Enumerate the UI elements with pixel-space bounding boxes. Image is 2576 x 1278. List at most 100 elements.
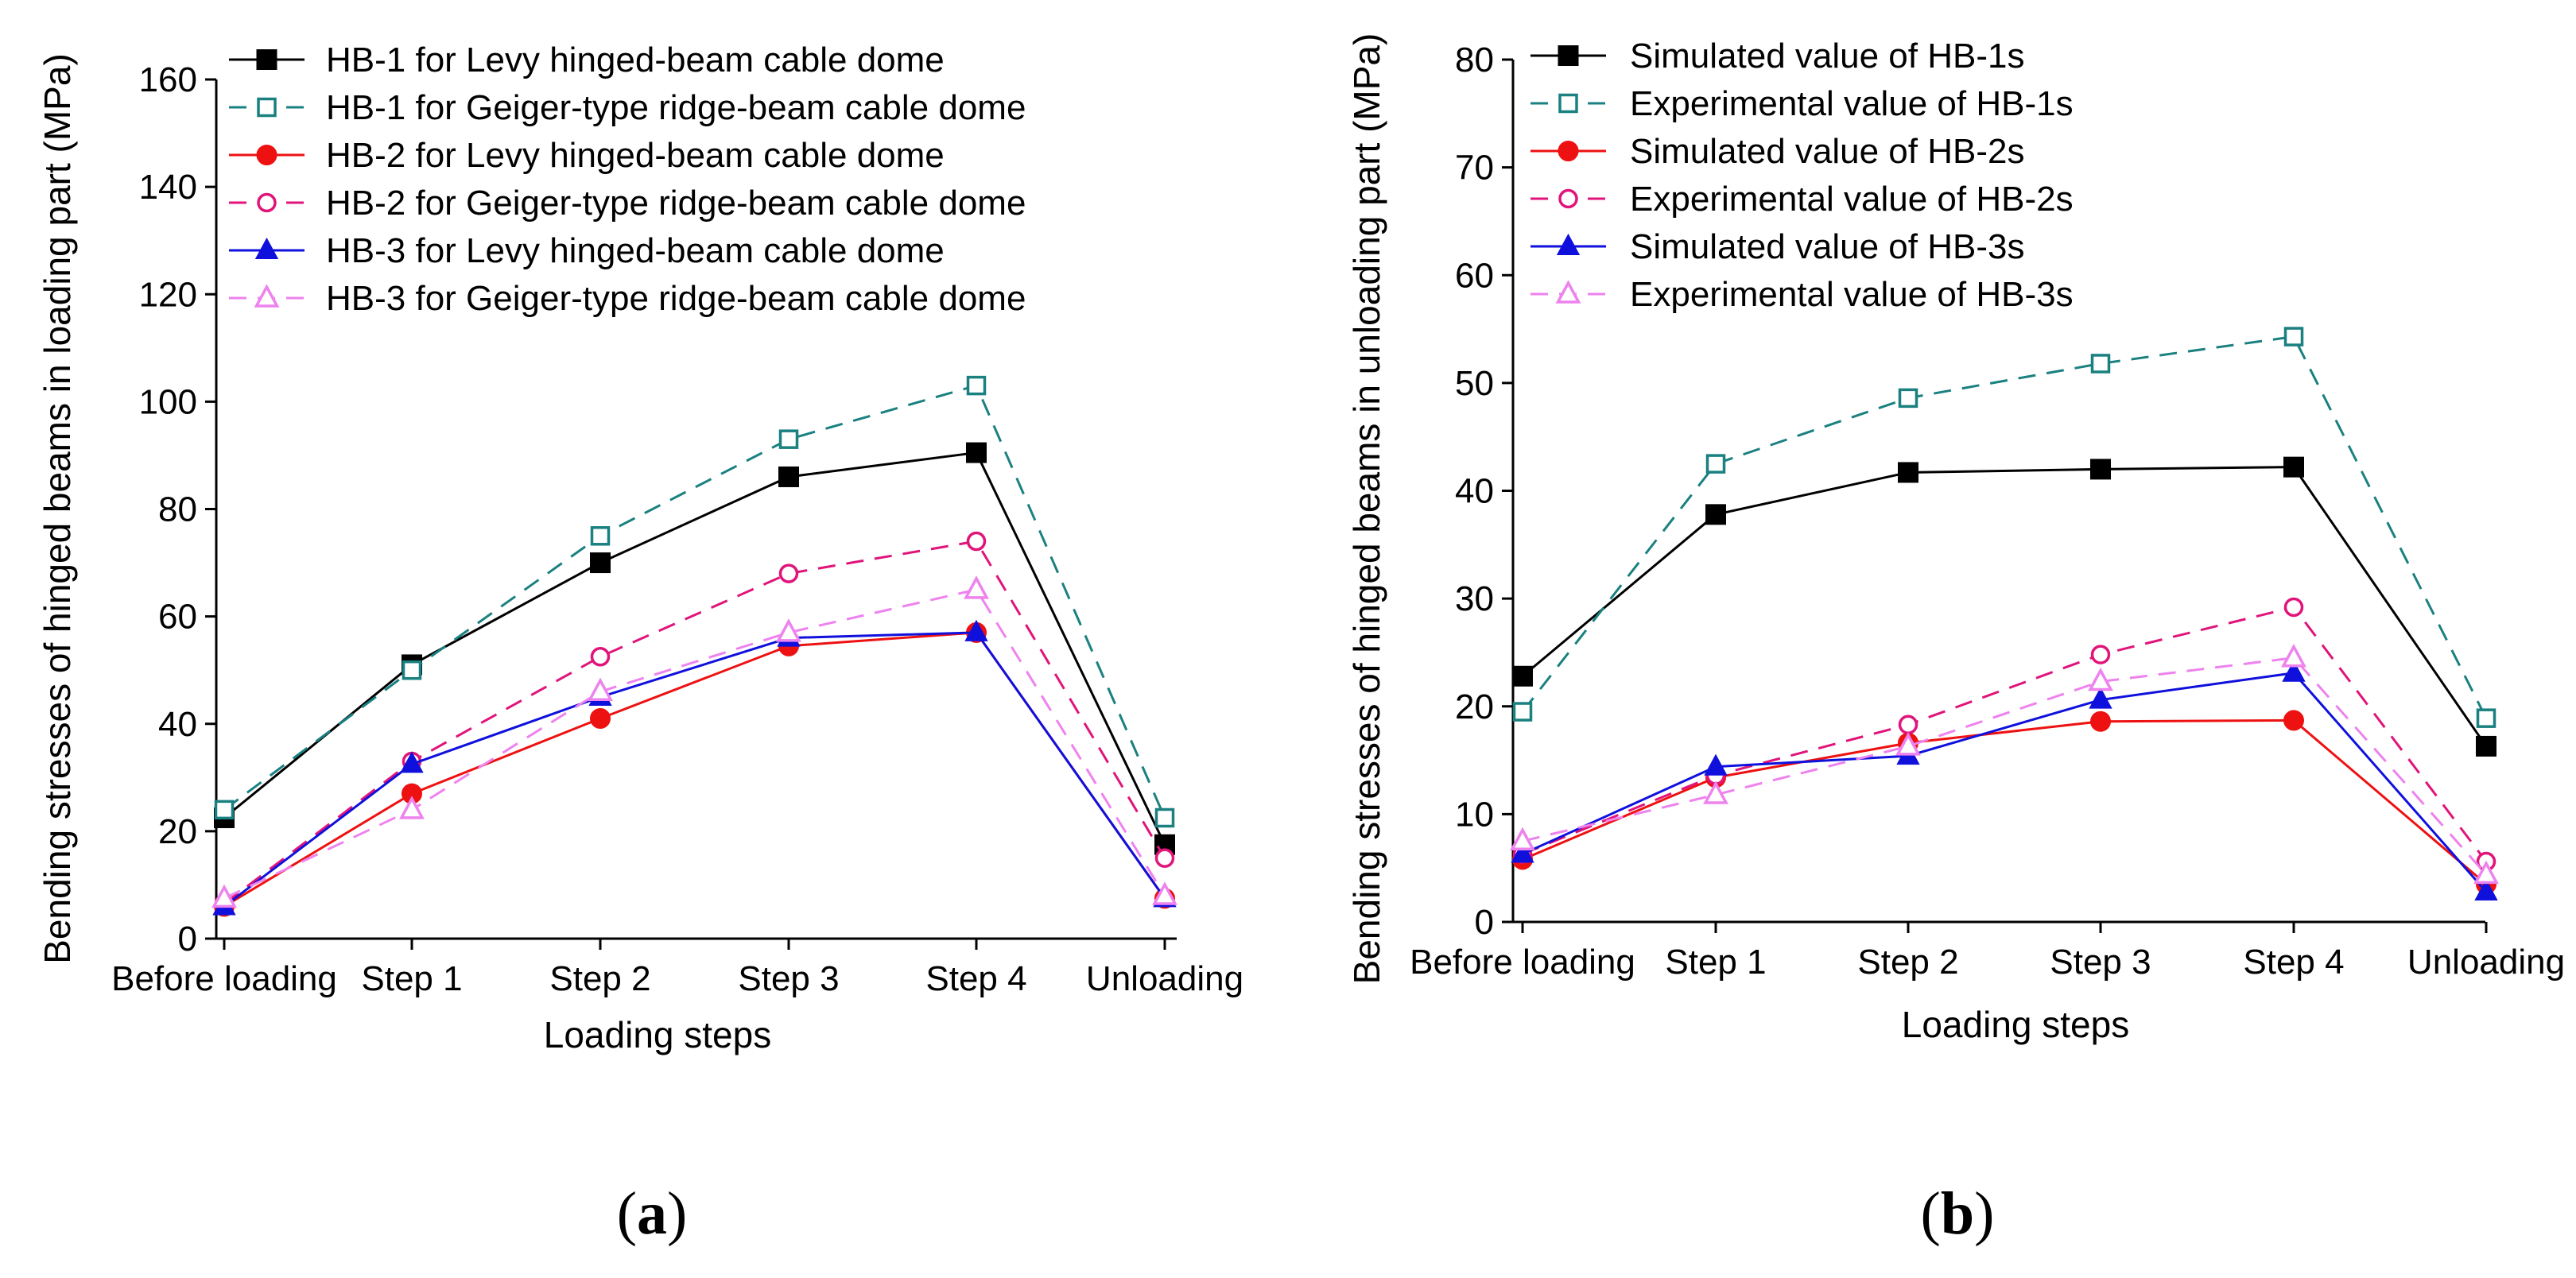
data-point-marker (2283, 456, 2304, 478)
data-point-marker (1705, 504, 1726, 525)
x-tick-label: Step 2 (549, 959, 650, 998)
legend: Simulated value of HB-1s Experimental val… (1530, 37, 2074, 314)
series-line (1522, 606, 2488, 862)
y-tick-label: 80 (1455, 41, 1494, 79)
data-point-marker (2090, 645, 2111, 664)
series-6 (211, 575, 1177, 908)
series-2 (214, 375, 1175, 828)
panel-a-chart: 0 20 40 60 80 100 120 140 160 Before loading Step … (37, 41, 1243, 1055)
data-point-marker (1152, 881, 1177, 905)
legend-marker (257, 97, 277, 118)
data-point-marker (776, 618, 801, 642)
series-line (223, 384, 1166, 819)
y-tick-label: 70 (1455, 149, 1494, 188)
series-line (1522, 656, 2488, 876)
legend-label: HB-1 for Levy hinged-beam cable dome (326, 41, 945, 79)
data-point-marker (214, 800, 235, 820)
panel-b-letter: b (1941, 1180, 1974, 1247)
data-point-marker (399, 796, 425, 819)
series-line (223, 631, 1166, 908)
legend-label: HB-3 for Geiger-type ridge-beam cable do… (326, 279, 1026, 318)
y-tick-label: 0 (178, 920, 197, 958)
data-point-marker (2283, 327, 2304, 347)
series-line (1521, 335, 2488, 719)
data-point-marker (2473, 860, 2499, 885)
data-point-marker (2089, 687, 2112, 709)
legend-marker (256, 49, 277, 70)
data-point-marker (590, 526, 611, 546)
y-tick-label: 80 (158, 490, 197, 529)
data-point-marker (590, 707, 611, 729)
series-line (223, 540, 1166, 905)
data-point-marker (778, 466, 799, 487)
data-point-marker (778, 563, 799, 583)
x-tick-label: Before loading (111, 959, 337, 998)
y-tick-label: 0 (1475, 903, 1494, 942)
x-tick-label: Step 3 (738, 959, 839, 998)
data-point-marker (1511, 841, 1534, 863)
series-line (1522, 466, 2488, 747)
y-tick-label: 30 (1455, 579, 1494, 618)
data-point-marker (2090, 354, 2111, 374)
panel-b-label: (b) (1921, 1180, 1995, 1247)
data-point-marker (402, 660, 422, 680)
x-axis-title: Loading steps (544, 1014, 771, 1055)
legend-marker (1558, 141, 1579, 161)
x-tick-label: Step 3 (2050, 943, 2151, 982)
x-tick-label: Step 4 (2243, 943, 2344, 982)
legend-label: HB-2 for Geiger-type ridge-beam cable do… (326, 184, 1026, 223)
y-tick-label: 10 (1455, 795, 1494, 834)
legend-label: Experimental value of HB-1s (1630, 84, 2074, 123)
series-2 (1512, 327, 2496, 728)
series-line (223, 631, 1166, 908)
data-point-marker (964, 575, 989, 599)
x-tick-label: Unloading (1086, 959, 1243, 998)
x-axis-title: Loading steps (1902, 1004, 2129, 1045)
data-point-marker (2282, 660, 2306, 682)
data-point-marker (588, 677, 613, 701)
legend-label: Simulated value of HB-1s (1630, 37, 2024, 76)
x-tick-label: Unloading (2407, 943, 2565, 982)
series-6 (1510, 644, 2499, 885)
data-point-marker (1705, 454, 1726, 474)
x-tick-label: Step 1 (361, 959, 462, 998)
data-point-marker (1895, 732, 1921, 756)
legend-label: HB-2 for Levy hinged-beam cable dome (326, 136, 945, 175)
y-tick-label: 60 (1455, 256, 1494, 295)
data-point-marker (2476, 708, 2496, 728)
data-point-marker (1703, 780, 1728, 804)
legend-marker (257, 192, 277, 213)
legend-label: Simulated value of HB-3s (1630, 227, 2024, 266)
series-line (223, 451, 1166, 846)
y-tick-label: 160 (139, 60, 197, 99)
y-tick-label: 20 (1455, 687, 1494, 726)
y-tick-label: 60 (158, 598, 197, 637)
data-point-marker (2283, 597, 2304, 618)
series-1 (1512, 456, 2496, 757)
legend-marker (1558, 45, 1579, 66)
series-3 (1512, 710, 2496, 895)
data-point-marker (2474, 878, 2498, 901)
data-point-marker (2476, 735, 2496, 757)
data-point-marker (211, 884, 237, 908)
y-tick-label: 40 (158, 705, 197, 744)
y-axis-title: Bending stresses of hinged beams in load… (37, 53, 78, 964)
data-point-marker (966, 375, 987, 396)
series-5 (212, 619, 1177, 916)
data-point-marker (2090, 711, 2111, 732)
legend-label: HB-3 for Levy hinged-beam cable dome (326, 231, 945, 270)
x-tick-label: Before loading (1410, 943, 1635, 982)
data-point-marker (1510, 827, 1535, 851)
y-tick-label: 100 (139, 382, 197, 421)
y-tick-label: 50 (1455, 364, 1494, 403)
legend-marker (1558, 93, 1578, 114)
y-tick-label: 40 (1455, 472, 1494, 511)
series-1 (214, 442, 1175, 855)
data-point-marker (2281, 644, 2306, 668)
data-point-marker (1898, 388, 1918, 409)
data-point-marker (2090, 459, 2111, 480)
data-point-marker (966, 442, 987, 463)
legend-label: Experimental value of HB-2s (1630, 180, 2074, 219)
legend: HB-1 for Levy hinged-beam cable dome HB-1… (229, 41, 1026, 318)
y-tick-label: 20 (158, 812, 197, 851)
